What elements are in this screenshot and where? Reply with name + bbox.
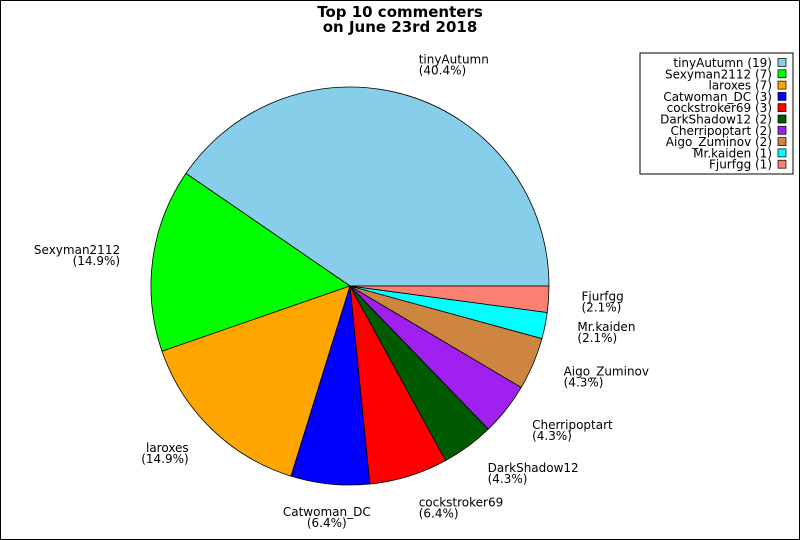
legend-swatch-sexyman2112 [777,69,787,79]
legend-swatch-laroxes [777,80,787,90]
pie-slices [150,86,550,486]
legend-swatch-darkshadow12 [777,114,787,124]
slice-label-percent-darkshadow12: (4.3%) [488,472,528,486]
slice-label-percent-tinyautumn: (40.4%) [419,63,466,77]
legend-label-tinyautumn: tinyAutumn (19) [673,56,772,70]
slice-label-name-sexyman2112: Sexyman2112 [34,243,120,257]
slice-label-name-cherripoptart: Cherripoptart [532,418,613,432]
slice-label-percent-sexyman2112: (14.9%) [73,254,120,268]
pie-slice-tinyautumn [185,86,550,287]
legend-label-mr-kaiden: Mr.kaiden (1) [693,146,772,160]
legend-label-catwoman-dc: Catwoman_DC (3) [663,90,772,104]
legend-swatch-cherripoptart [777,125,787,135]
slice-label-name-cockstroker69: cockstroker69 [419,496,504,510]
legend-label-cockstroker69: cockstroker69 (3) [667,101,772,115]
legend-label-darkshadow12: DarkShadow12 (2) [660,113,772,127]
legend-box [639,52,794,175]
slice-label-percent-catwoman-dc: (6.4%) [307,516,347,530]
legend-swatch-mr-kaiden [777,148,787,158]
slice-label-percent-cockstroker69: (6.4%) [419,507,459,521]
slice-labels: tinyAutumn(40.4%)Sexyman2112(14.9%)larox… [34,52,649,529]
chart-title-line-2: on June 23rd 2018 [323,18,478,36]
legend: tinyAutumn (19)Sexyman2112 (7)laroxes (7… [639,52,794,175]
slice-label-name-laroxes: laroxes [146,441,189,455]
slice-label-name-darkshadow12: DarkShadow12 [488,461,579,475]
pie-slice-fjurfgg [349,285,550,313]
legend-label-laroxes: laroxes (7) [708,79,772,93]
slice-label-percent-cherripoptart: (4.3%) [532,429,572,443]
slice-label-percent-mr-kaiden: (2.1%) [577,331,617,345]
chart-title-line-1: Top 10 commenters [317,3,483,21]
legend-swatch-fjurfgg [777,159,787,169]
pie-slice-laroxes [161,285,351,477]
slice-label-name-aigo-zuminov: Aigo_Zuminov [564,365,649,379]
legend-swatch-tinyautumn [777,58,787,67]
legend-label-aigo-zuminov: Aigo_Zuminov (2) [666,135,772,149]
legend-swatch-aigo-zuminov [777,137,787,146]
legend-label-fjurfgg: Fjurfgg (1) [709,158,772,172]
slice-label-percent-fjurfgg: (2.1%) [582,301,622,315]
legend-label-sexyman2112: Sexyman2112 (7) [665,67,772,81]
slice-label-name-catwoman-dc: Catwoman_DC [283,505,371,519]
slice-label-percent-aigo-zuminov: (4.3%) [564,376,604,390]
slice-label-percent-laroxes: (14.9%) [141,452,188,466]
legend-label-cherripoptart: Cherripoptart (2) [671,124,772,138]
legend-swatch-catwoman-dc [777,92,787,101]
slice-label-name-mr-kaiden: Mr.kaiden [577,320,635,334]
slice-label-name-tinyautumn: tinyAutumn [419,52,489,66]
pie-slice-sexyman2112 [150,172,351,352]
legend-swatch-cockstroker69 [777,103,787,113]
slice-label-name-fjurfgg: Fjurfgg [582,290,624,304]
